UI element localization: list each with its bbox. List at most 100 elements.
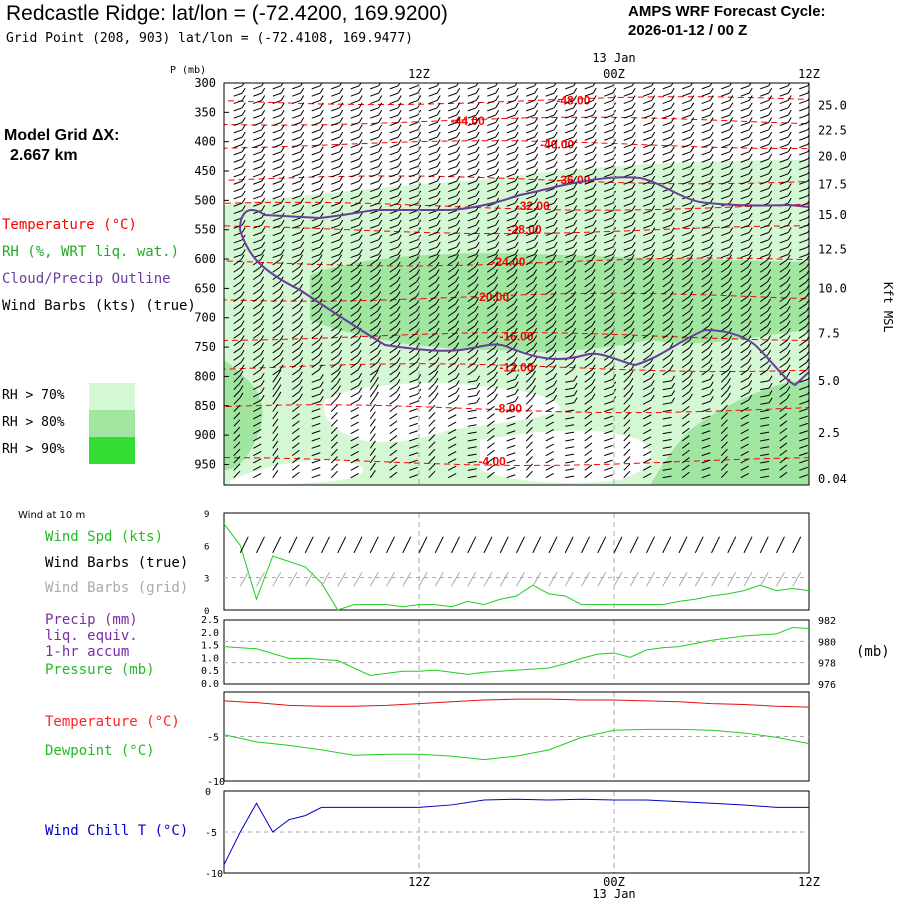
wind-barb-flag (474, 254, 479, 261)
wind-barb (662, 217, 672, 222)
wind-barb-flag (261, 183, 266, 189)
wind-barb (291, 420, 300, 427)
wind-barb (681, 259, 690, 266)
wind-barb (370, 92, 379, 97)
wind-barb-flag (534, 161, 539, 167)
wind-barb-flag (532, 370, 536, 377)
wind-barb (642, 325, 651, 332)
wind-barb (779, 457, 788, 464)
wind-barb-flag (592, 153, 597, 160)
wind-barb (701, 151, 711, 156)
wind-barb-flag (806, 335, 809, 341)
wind-barb-flag (573, 241, 578, 248)
wind-barb (740, 114, 750, 119)
wind-barb (584, 217, 594, 222)
wind-barb (389, 340, 398, 347)
wind-barb (623, 239, 633, 244)
wind-barb (291, 413, 300, 420)
wind-barb (408, 303, 417, 310)
wind-barb (525, 448, 533, 457)
wind-barb (604, 474, 613, 479)
wind-barb (428, 158, 438, 163)
wind-barb-flag (396, 276, 401, 283)
surface-grid-barb (564, 572, 574, 587)
wind-barb-flag (630, 254, 635, 261)
wind-barb-flag (241, 227, 246, 233)
pressure-tick-label: 550 (194, 223, 216, 237)
wind-barb (720, 375, 728, 383)
wind-barb-flag (592, 241, 597, 248)
wind-barb-flag (651, 95, 656, 101)
wind-barb (428, 121, 438, 127)
wind-barb-flag (747, 254, 752, 261)
wind-barb (604, 224, 613, 229)
wind-barb-flag (768, 153, 773, 160)
surface-wind-barb (646, 536, 655, 554)
wind-barb-flag (514, 183, 519, 189)
wind-barb (604, 437, 613, 442)
wind-barb-flag (729, 153, 734, 160)
wind-barb (604, 129, 613, 134)
wind-barb (584, 340, 593, 347)
wind-barb (525, 375, 533, 383)
wind-barb (623, 246, 633, 251)
label-temperature: Temperature (°C) (45, 714, 180, 730)
wind-barb-flag (434, 370, 439, 377)
wind-barb (779, 136, 789, 141)
wind-barb-flag (806, 342, 809, 349)
wind-barb (467, 136, 477, 141)
wind-barb-flag (475, 153, 480, 160)
wind-barb-flag (807, 207, 809, 211)
wind-barb-flag (378, 168, 383, 175)
wind-barb (350, 202, 360, 207)
wind-barb-flag (456, 234, 461, 241)
wind-barb-flag (261, 241, 266, 248)
wind-barb-flag (768, 109, 773, 116)
wind-barb-flag (709, 109, 714, 116)
wind-barb (799, 239, 808, 244)
wind-barb (642, 288, 651, 295)
wind-barb (623, 202, 633, 207)
wind-barb-flag (553, 197, 558, 204)
wind-barb (799, 158, 808, 163)
wind-barb-flag (708, 283, 713, 290)
wind-barb (447, 354, 456, 361)
wind-barb (545, 92, 555, 97)
wind-barb (701, 232, 711, 237)
wind-barb (545, 99, 555, 105)
wind-barb (487, 232, 496, 237)
wind-barb (272, 396, 279, 405)
wind-barb (682, 246, 691, 251)
wind-barb (369, 259, 378, 266)
wind-barb (604, 378, 613, 383)
wind-barb-flag (318, 335, 323, 341)
wind-barb-flag (631, 131, 636, 138)
wind-barb-flag (378, 117, 383, 123)
surface-wind-barb (483, 536, 493, 554)
wind-barb (350, 195, 360, 200)
wind-barb (369, 411, 376, 420)
wind-barb (272, 188, 282, 193)
wind-barb-flag (807, 383, 809, 387)
wind-barb-flag (417, 249, 422, 255)
wind-barb (272, 470, 279, 478)
surface-wind-barb (662, 536, 672, 554)
temp-tick-label: -10 (207, 777, 225, 788)
wind-barb (447, 318, 456, 325)
wind-barb-flag (768, 161, 773, 167)
wind-barb-flag (787, 234, 792, 241)
wind-barb-flag (651, 161, 656, 167)
wind-barb (701, 354, 710, 361)
wind-barb (526, 202, 535, 207)
wind-barb-flag (572, 291, 577, 297)
wind-barb-flag (241, 249, 246, 255)
wind-barb (409, 415, 418, 420)
wind-barb (448, 121, 457, 127)
wind-barb (233, 404, 241, 412)
wind-barb-flag (240, 364, 245, 371)
wind-barb-flag (396, 313, 401, 319)
wind-barb (408, 259, 417, 266)
wind-barb-flag (338, 349, 343, 356)
wind-barb (565, 468, 575, 471)
wind-barb (740, 224, 750, 229)
